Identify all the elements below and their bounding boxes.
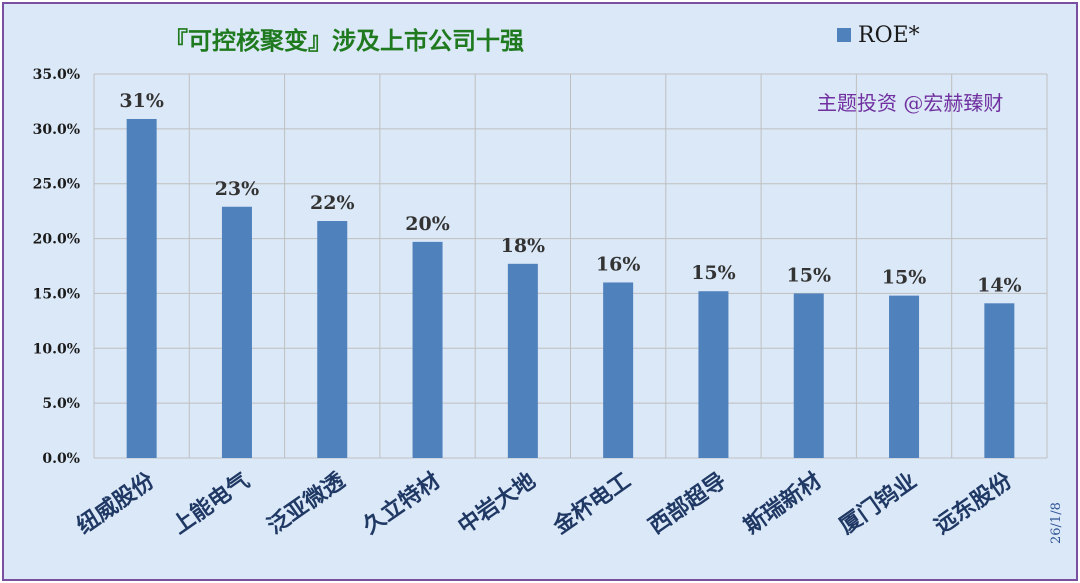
- data-label: 16%: [596, 253, 641, 275]
- bar: [889, 295, 920, 458]
- x-tick-label: 纽威股份: [72, 467, 160, 539]
- y-tick-label: 15.0%: [33, 286, 80, 302]
- y-tick-label: 20.0%: [33, 232, 80, 248]
- data-label: 14%: [977, 274, 1022, 296]
- data-labels: 31% 23% 22% 20% 18% 16% 15% 15% 15% 14%: [119, 90, 1021, 296]
- data-label: 22%: [310, 192, 355, 214]
- y-tick-label: 5.0%: [42, 396, 80, 412]
- y-tick-label: 10.0%: [33, 341, 80, 357]
- y-tick-label: 25.0%: [33, 177, 80, 193]
- bar: [221, 206, 252, 458]
- legend: ROE*: [837, 23, 920, 48]
- bars: [126, 118, 1015, 459]
- bar: [126, 118, 157, 459]
- x-tick-label: 泛亚微透: [263, 467, 351, 539]
- bar: [317, 221, 348, 458]
- data-label: 15%: [691, 262, 736, 284]
- bar: [698, 291, 729, 458]
- date-stamp: 26/1/8: [1049, 502, 1064, 544]
- bar-chart: 『可控核聚变』涉及上市公司十强 ROE* 0.0% 5.0% 10.0% 15.0% 2…: [33, 23, 1064, 544]
- x-tick-label: 中岩大地: [453, 468, 540, 540]
- y-tick-label: 30.0%: [33, 122, 80, 138]
- y-tick-label: 0.0%: [42, 451, 80, 467]
- bar: [984, 303, 1015, 458]
- bar: [793, 293, 824, 458]
- x-tick-label: 上能电气: [167, 468, 254, 540]
- watermark-text: 主题投资 @宏赫臻财: [817, 91, 1003, 115]
- data-label: 23%: [215, 178, 260, 200]
- y-axis-ticks: 0.0% 5.0% 10.0% 15.0% 20.0% 25.0% 30.0% 35.0%: [33, 67, 80, 467]
- chart-title: 『可控核聚变』涉及上市公司十强: [164, 26, 524, 55]
- x-tick-label: 金杯电工: [548, 468, 636, 540]
- x-tick-label: 斯瑞新材: [739, 468, 826, 540]
- data-label: 31%: [119, 90, 164, 112]
- data-label: 18%: [501, 235, 546, 257]
- data-label: 20%: [405, 213, 450, 235]
- y-tick-label: 35.0%: [33, 67, 80, 83]
- bar: [603, 282, 634, 458]
- bar: [412, 241, 443, 458]
- legend-label: ROE*: [858, 23, 920, 48]
- bar: [507, 263, 538, 458]
- x-tick-label: 远东股份: [930, 467, 1018, 539]
- data-label: 15%: [787, 264, 832, 286]
- x-tick-label: 久立特材: [358, 468, 445, 540]
- data-label: 15%: [882, 267, 927, 289]
- x-tick-label: 西部超导: [644, 468, 731, 540]
- x-tick-label: 厦门钨业: [834, 468, 921, 540]
- legend-swatch: [837, 28, 851, 42]
- x-axis-ticks: 纽威股份 上能电气 泛亚微透 久立特材 中岩大地 金杯电工 西部超导 斯瑞新材 厦门钨业 远东股份: [72, 467, 1018, 540]
- gridlines: [93, 73, 1048, 459]
